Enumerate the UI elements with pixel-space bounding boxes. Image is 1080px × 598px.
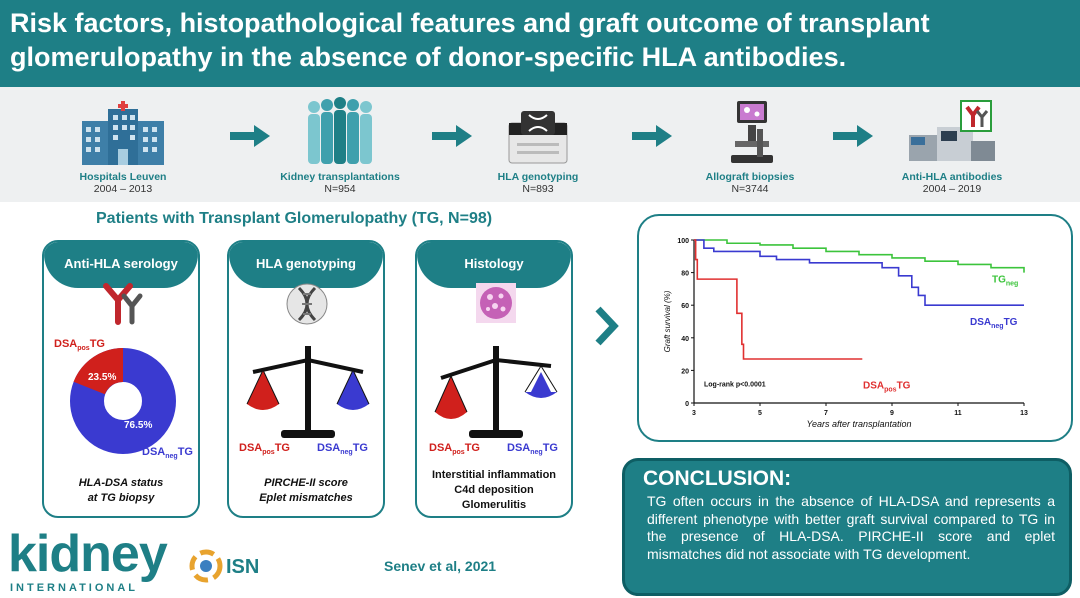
series-line-2	[694, 239, 863, 360]
chevron-right-icon	[595, 306, 619, 346]
neg-pct-label: 76.5%	[124, 420, 152, 431]
dsa-pos-label: DSAposTG	[429, 442, 480, 457]
dsa-pos-label: DSAposTG	[54, 338, 105, 353]
y-tick-label: 100	[677, 238, 689, 245]
card-serology: Anti-HLA serology DSAposTG 23.5% 76.5% D…	[42, 240, 200, 518]
dsa-neg-label: DSAnegTG	[142, 446, 193, 461]
y-tick-label: 80	[681, 271, 689, 278]
x-axis-label: Years after transplantation	[806, 419, 911, 429]
series-line-1	[694, 239, 1024, 306]
card-footer: Interstitial inflammation C4d deposition…	[431, 469, 557, 511]
y-tick-label: 0	[685, 401, 689, 408]
dsa-neg-label: DSAnegTG	[507, 442, 558, 457]
card-histology: Histology DSAposTG DSAnegTG Interstitial…	[415, 240, 573, 518]
donut-chart: 23.5% 76.5%	[70, 348, 176, 454]
logo-subtitle: INTERNATIONAL	[10, 582, 139, 594]
x-tick-label: 11	[954, 410, 962, 417]
y-tick-label: 60	[681, 303, 689, 310]
workflow-step-transplants: Kidney transplantations N=954	[265, 95, 415, 195]
conclusion-box: CONCLUSION: TG often occurs in the absen…	[622, 458, 1072, 596]
card-genotyping: HLA genotyping DSAposTG DSAnegTG PIRCHE-…	[227, 240, 385, 518]
page-title: Risk factors, histopathological features…	[10, 8, 930, 72]
dsa-neg-label: DSAnegTG	[317, 442, 368, 457]
step-sub: N=3744	[731, 183, 769, 195]
series-label-dsa-pos: DSAposTG	[863, 380, 911, 393]
microscope-icon	[675, 95, 825, 165]
conclusion-text: TG often occurs in the absence of HLA-DS…	[647, 493, 1055, 562]
conclusion-heading: CONCLUSION:	[643, 467, 792, 490]
step-label: Hospitals Leuven	[79, 171, 167, 183]
isn-logo-icon	[189, 549, 223, 583]
step-label: Kidney transplantations	[280, 171, 400, 183]
arrow-right-icon	[432, 125, 472, 147]
scale-icon	[246, 346, 370, 438]
step-label: HLA genotyping	[497, 171, 579, 183]
sequencer-icon	[463, 95, 613, 165]
step-sub: 2004 – 2013	[93, 183, 153, 195]
workflow-step-hospitals: Hospitals Leuven 2004 – 2013	[48, 95, 198, 195]
step-sub: N=954	[324, 183, 356, 195]
x-tick-label: 9	[890, 410, 894, 417]
logrank-annotation: Log-rank p<0.0001	[704, 382, 766, 389]
step-label: Allograft biopsies	[705, 171, 795, 183]
workflow-band: Hospitals Leuven 2004 – 2013 Kidney tran…	[0, 87, 1080, 202]
step-label: Anti-HLA antibodies	[901, 171, 1003, 183]
x-tick-label: 13	[1020, 410, 1028, 417]
y-axis-label: Graft survival (%)	[663, 290, 672, 352]
scale-icon	[434, 346, 558, 438]
analyzer-icon	[877, 95, 1027, 165]
series-label-dsa-neg: DSAnegTG	[970, 317, 1018, 330]
x-tick-label: 7	[824, 410, 828, 417]
x-tick-label: 3	[692, 410, 696, 417]
pos-pct-label: 23.5%	[88, 372, 116, 383]
biopsy-tissue-icon	[476, 283, 516, 323]
y-tick-label: 40	[681, 336, 689, 343]
card-footer: HLA-DSA status at TG biopsy	[78, 477, 164, 504]
people-icon	[265, 95, 415, 165]
survival-chart-panel: 0 20 40 60 80 100 3 5 7 9 11 13 Years after transpla…	[637, 214, 1073, 442]
kidney-international-logo: kidney	[8, 525, 168, 583]
donut-pos-slice	[73, 348, 123, 395]
y-tick-label: 20	[681, 368, 689, 375]
workflow-step-genotyping: HLA genotyping N=893	[463, 95, 613, 195]
section-title: Patients with Transplant Glomerulopathy …	[96, 210, 493, 227]
survival-chart: 0 20 40 60 80 100 3 5 7 9 11 13 Years after transpla…	[663, 238, 1028, 429]
arrow-right-icon	[632, 125, 672, 147]
step-sub: 2004 – 2019	[922, 183, 982, 195]
antibody-icon	[103, 283, 143, 325]
citation: Senev et al, 2021	[384, 558, 497, 574]
arrow-right-icon	[230, 125, 270, 147]
step-sub: N=893	[522, 183, 554, 195]
dsa-pos-label: DSAposTG	[239, 442, 290, 457]
card-title: Histology	[417, 242, 571, 288]
header-banner: Risk factors, histopathological features…	[0, 0, 1080, 87]
card-footer: PIRCHE-II score Eplet mismatches	[259, 477, 353, 504]
hospital-icon	[48, 95, 198, 165]
series-line-0	[694, 239, 1025, 273]
workflow-step-biopsies: Allograft biopsies N=3744	[675, 95, 825, 195]
isn-logo-text: ISN	[226, 556, 260, 578]
dna-icon	[286, 283, 328, 325]
series-label-tg-neg: TGneg	[992, 274, 1018, 287]
card-title: Anti-HLA serology	[44, 242, 198, 288]
workflow-step-antibodies: Anti-HLA antibodies 2004 – 2019	[877, 95, 1027, 195]
x-tick-label: 5	[758, 410, 762, 417]
card-title: HLA genotyping	[229, 242, 383, 288]
arrow-right-icon	[833, 125, 873, 147]
